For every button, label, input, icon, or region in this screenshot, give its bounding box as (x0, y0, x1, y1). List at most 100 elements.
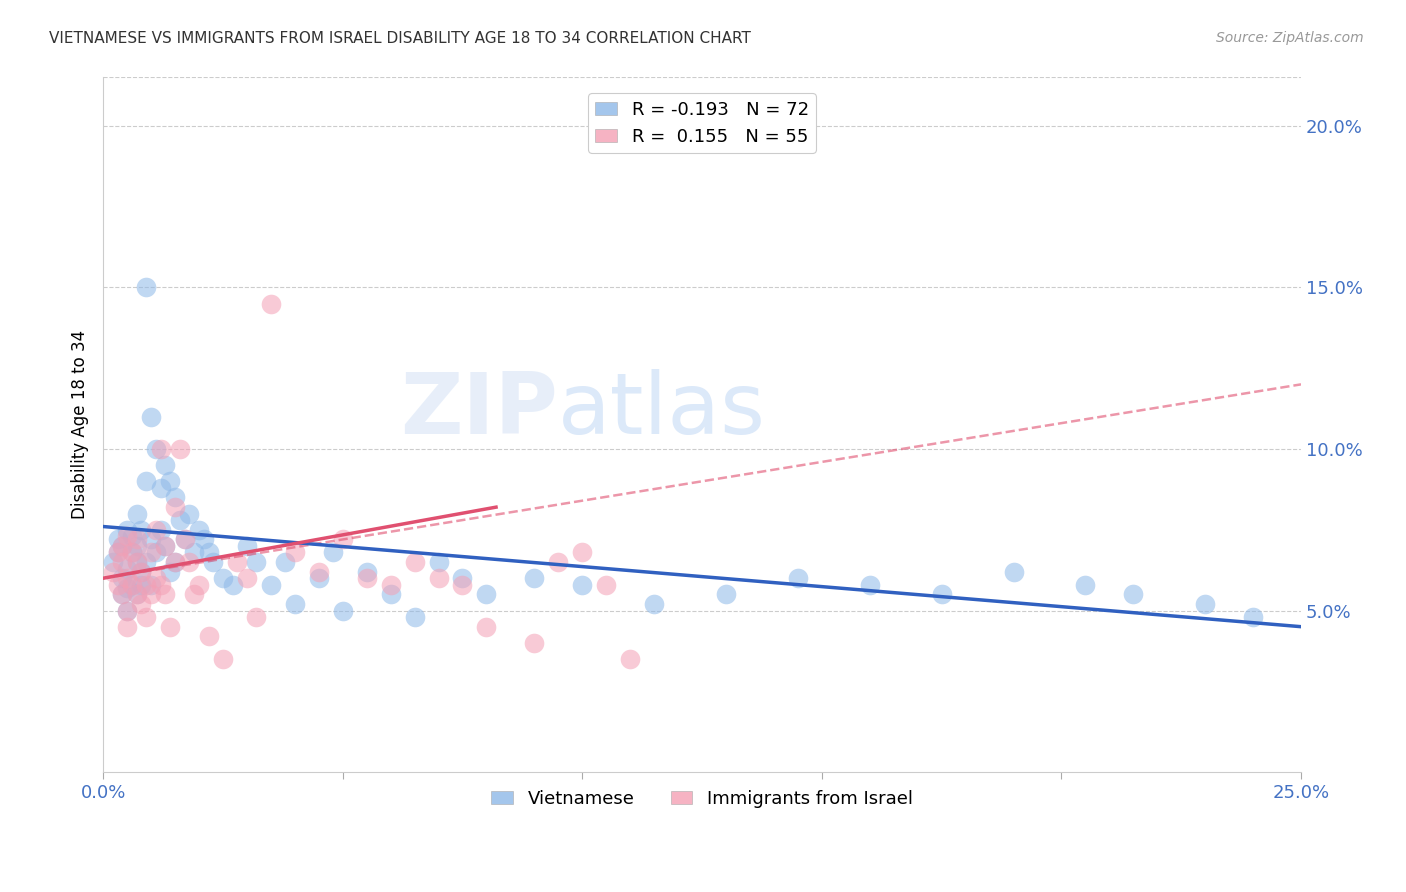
Point (226, 555, 249, 569)
Point (451, 577, 474, 591)
Point (111, 539, 134, 553)
Point (159, 565, 181, 579)
Point (169, 442, 191, 456)
Point (931, 587, 953, 601)
Point (202, 555, 225, 569)
Point (107, 577, 129, 591)
Text: ZIP: ZIP (401, 369, 558, 452)
Y-axis label: Disability Age 18 to 34: Disability Age 18 to 34 (72, 330, 89, 519)
Point (1122, 587, 1144, 601)
Point (163, 555, 186, 569)
Point (197, 545, 219, 559)
Point (1074, 577, 1097, 591)
Point (121, 577, 143, 591)
Point (115, 561, 138, 575)
Point (131, 577, 153, 591)
Point (135, 577, 157, 591)
Point (188, 577, 211, 591)
Point (159, 475, 181, 489)
Text: Source: ZipAtlas.com: Source: ZipAtlas.com (1216, 31, 1364, 45)
Point (145, 545, 167, 559)
Point (107, 545, 129, 559)
Point (322, 545, 344, 559)
Point (427, 571, 450, 585)
Point (404, 555, 426, 569)
Point (101, 555, 124, 569)
Point (139, 587, 162, 601)
Point (155, 539, 177, 553)
Point (523, 571, 546, 585)
Point (125, 587, 148, 601)
Point (121, 545, 143, 559)
Point (149, 442, 172, 456)
Point (245, 610, 267, 624)
Point (173, 533, 195, 547)
Point (523, 636, 546, 650)
Point (1002, 565, 1025, 579)
Point (332, 603, 354, 617)
Point (111, 539, 134, 553)
Point (571, 577, 593, 591)
Point (163, 500, 186, 515)
Point (125, 533, 148, 547)
Point (101, 565, 124, 579)
Point (193, 533, 215, 547)
Point (179, 555, 201, 569)
Point (125, 555, 148, 569)
Point (111, 571, 134, 585)
Point (332, 533, 354, 547)
Point (274, 555, 297, 569)
Point (475, 587, 498, 601)
Point (139, 577, 162, 591)
Point (111, 555, 134, 569)
Point (107, 545, 129, 559)
Point (121, 577, 143, 591)
Point (451, 571, 474, 585)
Point (188, 523, 211, 537)
Point (139, 533, 162, 547)
Point (115, 529, 138, 543)
Point (197, 629, 219, 643)
Point (173, 533, 195, 547)
Point (163, 555, 186, 569)
Point (149, 577, 172, 591)
Point (139, 409, 162, 424)
Point (547, 555, 569, 569)
Point (308, 571, 330, 585)
Text: VIETNAMESE VS IMMIGRANTS FROM ISRAEL DISABILITY AGE 18 TO 34 CORRELATION CHART: VIETNAMESE VS IMMIGRANTS FROM ISRAEL DIS… (49, 31, 751, 46)
Point (221, 577, 243, 591)
Point (121, 529, 143, 543)
Point (125, 507, 148, 521)
Point (125, 539, 148, 553)
Point (121, 545, 143, 559)
Point (183, 587, 205, 601)
Point (107, 533, 129, 547)
Point (131, 523, 153, 537)
Point (145, 442, 167, 456)
Point (163, 491, 186, 505)
Point (131, 597, 153, 611)
Point (475, 620, 498, 634)
Text: atlas: atlas (558, 369, 766, 452)
Point (135, 610, 157, 624)
Point (404, 610, 426, 624)
Point (714, 587, 737, 601)
Point (1241, 610, 1264, 624)
Point (571, 545, 593, 559)
Point (135, 555, 157, 569)
Point (139, 545, 162, 559)
Point (260, 577, 283, 591)
Point (260, 296, 283, 310)
Point (236, 571, 259, 585)
Point (135, 280, 157, 294)
Point (149, 523, 172, 537)
Point (111, 587, 134, 601)
Legend: Vietnamese, Immigrants from Israel: Vietnamese, Immigrants from Israel (484, 782, 920, 815)
Point (115, 603, 138, 617)
Point (115, 620, 138, 634)
Point (380, 577, 402, 591)
Point (125, 555, 148, 569)
Point (159, 620, 181, 634)
Point (356, 565, 378, 579)
Point (427, 555, 450, 569)
